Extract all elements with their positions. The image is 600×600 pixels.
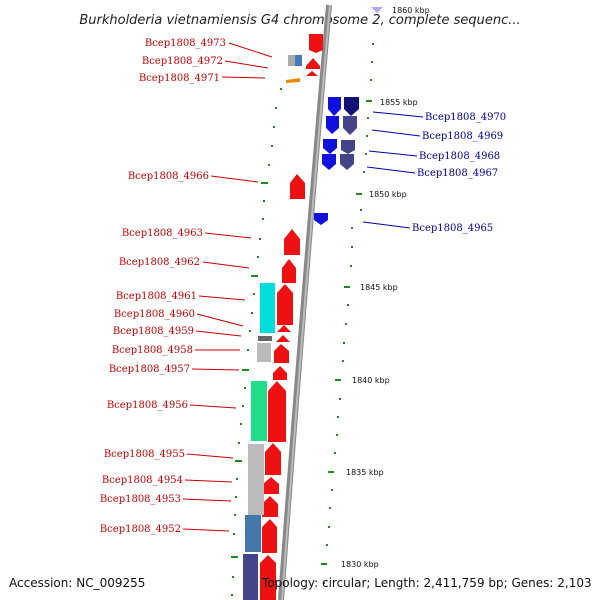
gene-label-4970: Bcep1808_4970 <box>425 112 506 123</box>
reverse-gene <box>326 116 339 134</box>
gene-label-4955: Bcep1808_4955 <box>104 449 185 460</box>
forward-label-group <box>182 42 273 532</box>
scale-labels: 1860 kbp 1855 kbp 1850 kbp 1845 kbp 1840… <box>341 6 430 569</box>
reverse-gene <box>314 213 328 225</box>
accession-text: Accession: NC_009255 <box>9 576 146 590</box>
gene-label-4971: Bcep1808_4971 <box>139 73 220 84</box>
gene-label-4959: Bcep1808_4959 <box>113 326 194 337</box>
forward-gene <box>309 34 323 53</box>
reverse-genes <box>314 97 359 225</box>
forward-gene <box>306 58 320 69</box>
forward-gene <box>273 366 287 380</box>
reverse-label-group <box>362 111 424 229</box>
topology-text: Topology: circular; Length: 2,411,759 bp… <box>262 576 592 590</box>
gene-label-4969: Bcep1808_4969 <box>422 131 503 142</box>
gene-label-4966: Bcep1808_4966 <box>128 171 209 182</box>
gene-label-4958: Bcep1808_4958 <box>112 345 193 356</box>
forward-gene <box>265 443 281 475</box>
forward-gene <box>260 555 276 600</box>
outer-tick-ring <box>321 43 374 584</box>
forward-gene <box>268 381 286 442</box>
scale-label-1830: 1830 kbp <box>341 560 379 569</box>
reverse-gene <box>328 97 341 116</box>
scale-label-1850: 1850 kbp <box>369 190 407 199</box>
reverse-gene <box>341 140 355 154</box>
gene-label-4962: Bcep1808_4962 <box>119 257 200 268</box>
gene-label-4952: Bcep1808_4952 <box>100 524 181 535</box>
forward-gene <box>282 259 296 283</box>
reverse-gene <box>343 116 357 135</box>
gene-label-4953: Bcep1808_4953 <box>100 494 181 505</box>
scale-label-1845: 1845 kbp <box>360 283 398 292</box>
reverse-gene <box>344 97 359 116</box>
gene-label-4960: Bcep1808_4960 <box>114 309 195 320</box>
scale-label-1840: 1840 kbp <box>352 376 390 385</box>
forward-gene <box>277 284 293 325</box>
reverse-labels: Bcep1808_4970 Bcep1808_4969 Bcep1808_496… <box>412 112 506 234</box>
reverse-gene <box>323 139 337 154</box>
gene-label-4957: Bcep1808_4957 <box>109 364 190 375</box>
gene-label-4963: Bcep1808_4963 <box>122 228 203 239</box>
forward-gene <box>290 174 305 199</box>
map-title: Burkholderia vietnamiensis G4 chromosome… <box>79 13 520 28</box>
reverse-gene <box>322 154 336 170</box>
gene-label-4956: Bcep1808_4956 <box>107 400 188 411</box>
gene-label-4965: Bcep1808_4965 <box>412 223 493 234</box>
forward-labels: Bcep1808_4973 Bcep1808_4972 Bcep1808_497… <box>100 38 226 535</box>
reverse-gene <box>340 154 354 170</box>
gene-label-4954: Bcep1808_4954 <box>102 475 183 486</box>
forward-gene <box>262 496 278 517</box>
gene-label-4972: Bcep1808_4972 <box>142 56 223 67</box>
gene-label-4968: Bcep1808_4968 <box>419 151 500 162</box>
forward-gene <box>306 71 318 76</box>
top-marker <box>371 7 383 13</box>
forward-gene <box>263 477 279 494</box>
inner-tick-ring <box>231 88 282 596</box>
scale-label-1835: 1835 kbp <box>346 468 384 477</box>
forward-gene <box>274 344 289 363</box>
gene-label-4973: Bcep1808_4973 <box>145 38 226 49</box>
gene-label-4961: Bcep1808_4961 <box>116 291 197 302</box>
forward-gene <box>262 519 277 553</box>
gene-label-4967: Bcep1808_4967 <box>417 168 498 179</box>
forward-features <box>243 55 302 600</box>
scale-label-1855: 1855 kbp <box>380 98 418 107</box>
forward-gene <box>277 325 291 332</box>
forward-genes <box>260 34 323 600</box>
forward-gene <box>276 335 290 342</box>
scale-label-1860: 1860 kbp <box>392 6 430 15</box>
forward-gene <box>284 229 300 255</box>
